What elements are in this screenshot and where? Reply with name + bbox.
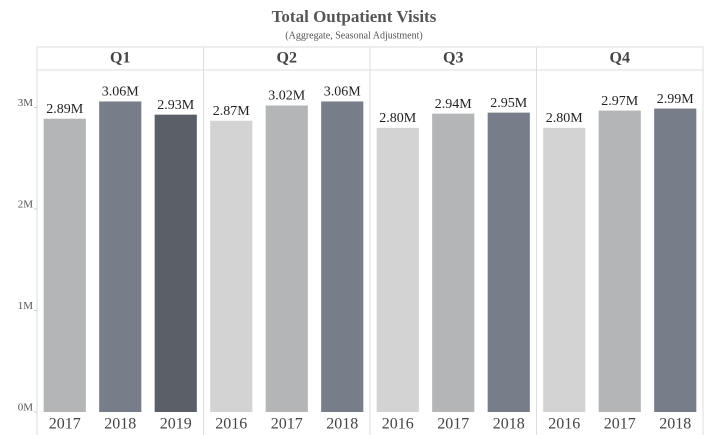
value-label: 2.80M — [546, 111, 584, 126]
bar — [654, 108, 697, 413]
bar — [598, 110, 641, 412]
value-label: 3.06M — [102, 85, 140, 100]
x-tick-label: 2016 — [382, 416, 414, 433]
y-tick-label: 3M — [18, 97, 34, 109]
chart-title: Total Outpatient Visits — [272, 7, 437, 26]
x-tick-label: 2017 — [49, 416, 81, 433]
value-label: 2.94M — [435, 97, 473, 112]
x-tick-label: 2016 — [548, 416, 580, 433]
bar — [487, 112, 530, 413]
x-tick-label: 2018 — [104, 416, 136, 433]
bar — [265, 105, 308, 412]
x-tick-label: 2017 — [271, 416, 303, 433]
x-tick-label: 2018 — [659, 416, 691, 433]
value-label: 2.95M — [490, 96, 528, 111]
x-tick-label: 2018 — [326, 416, 358, 433]
value-label: 2.93M — [157, 98, 195, 113]
value-label: 3.06M — [324, 85, 362, 100]
y-tick-label: 0M — [18, 402, 34, 414]
x-tick-label: 2016 — [215, 416, 247, 433]
y-tick-label: 2M — [18, 199, 34, 211]
bar — [376, 127, 419, 412]
value-label: 2.87M — [213, 104, 251, 119]
panel-label: Q1 — [110, 50, 130, 67]
bar — [210, 120, 253, 413]
panel-label: Q4 — [610, 50, 630, 67]
x-tick-label: 2018 — [493, 416, 525, 433]
value-label: 2.89M — [46, 102, 84, 117]
bar — [543, 127, 586, 412]
bar — [154, 114, 197, 412]
bar — [43, 118, 86, 413]
value-label: 3.02M — [268, 89, 306, 104]
y-tick-label: 1M — [18, 300, 34, 312]
chart-subtitle: (Aggregate, Seasonal Adjustment) — [285, 30, 422, 41]
bar — [432, 113, 475, 412]
x-tick-label: 2017 — [437, 416, 469, 433]
value-label: 2.99M — [657, 92, 695, 107]
bar — [99, 101, 142, 413]
x-tick-label: 2019 — [160, 416, 192, 433]
bar — [321, 101, 364, 413]
panel-label: Q2 — [277, 50, 297, 67]
panel-label: Q3 — [443, 50, 463, 67]
x-tick-label: 2017 — [604, 416, 636, 433]
value-label: 2.80M — [379, 111, 417, 126]
value-label: 2.97M — [601, 94, 639, 109]
